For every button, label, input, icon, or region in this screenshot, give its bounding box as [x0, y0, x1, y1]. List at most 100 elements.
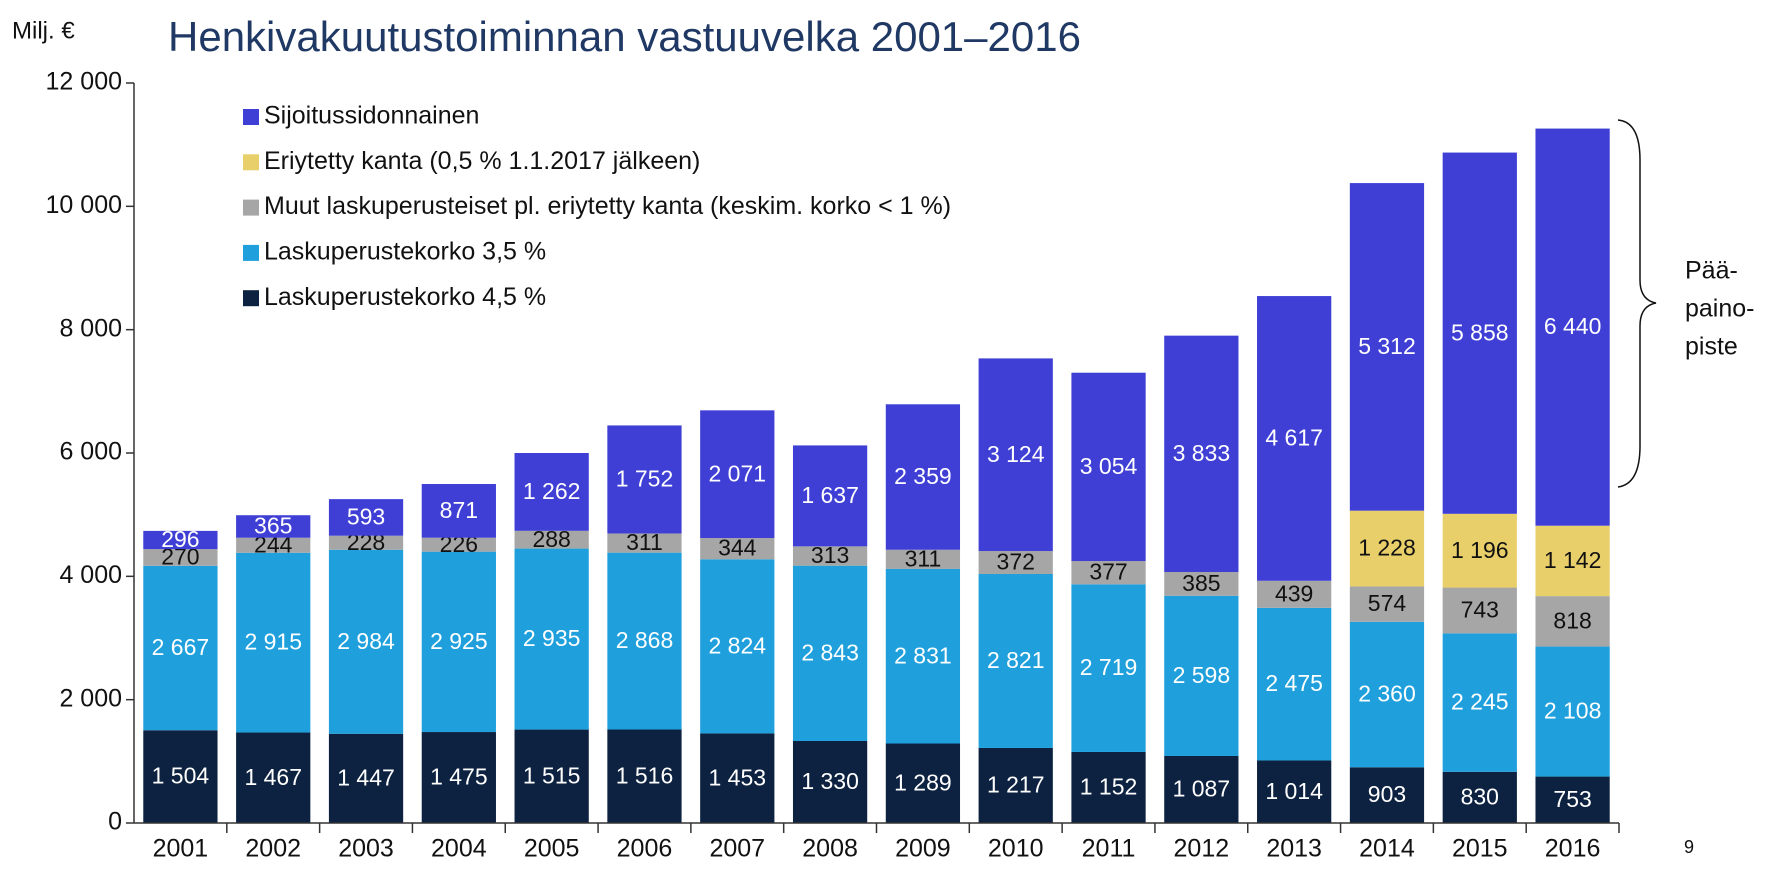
data-label: 1 152	[1080, 774, 1138, 800]
data-label: 574	[1368, 590, 1407, 616]
x-tick-label: 2009	[895, 835, 951, 863]
y-tick-label: 6 000	[59, 438, 122, 466]
data-label: 2 915	[244, 629, 302, 655]
data-label: 2 598	[1173, 662, 1231, 688]
bar-segment	[1535, 596, 1610, 647]
data-label: 377	[1089, 559, 1127, 585]
bar-segment	[328, 549, 404, 734]
data-label: 903	[1368, 781, 1406, 807]
x-tick-label: 2012	[1174, 835, 1230, 863]
bar-segment	[1535, 776, 1610, 823]
data-label: 296	[161, 526, 199, 552]
legend-swatch	[243, 244, 259, 261]
y-tick-label: 4 000	[59, 561, 122, 589]
data-label: 311	[626, 529, 663, 555]
data-label: 1 504	[152, 763, 210, 789]
bar-segment	[236, 732, 311, 823]
data-label: 2 071	[709, 460, 767, 486]
data-label: 3 833	[1173, 440, 1231, 466]
x-tick-label: 2015	[1452, 835, 1508, 863]
bar-segment	[143, 530, 218, 550]
data-label: 593	[347, 503, 385, 529]
bar-segment	[1349, 767, 1425, 823]
data-label: 871	[440, 497, 478, 523]
data-label: 1 142	[1544, 547, 1602, 573]
data-label: 1 014	[1265, 778, 1323, 804]
bar-segment	[421, 537, 496, 552]
data-label: 1 217	[987, 772, 1045, 798]
bar-segment	[700, 538, 775, 560]
bar-segment	[885, 743, 961, 823]
y-tick-label: 12 000	[46, 68, 122, 96]
bar-segment	[1535, 128, 1610, 526]
bar-segment	[1257, 760, 1332, 823]
bar-segment	[514, 530, 589, 549]
data-label: 2 821	[987, 647, 1045, 673]
bar-segment	[607, 533, 682, 553]
bar-segment	[792, 546, 868, 566]
bar-segment	[236, 552, 311, 733]
data-label: 2 868	[616, 627, 674, 653]
bar-segment	[1071, 751, 1146, 823]
bar-segment	[421, 484, 496, 538]
x-tick-label: 2008	[802, 835, 858, 863]
legend-swatch	[243, 290, 259, 307]
bar-segment	[885, 549, 961, 569]
chart-title: Henkivakuutustoiminnan vastuuvelka 2001–…	[168, 13, 1081, 60]
bar-segment	[885, 404, 961, 550]
data-label: 5 312	[1358, 333, 1416, 359]
bar-segment	[978, 573, 1053, 748]
y-tick-label: 10 000	[46, 191, 122, 219]
y-axis-label: Milj. €	[12, 17, 75, 44]
bar-segment	[978, 551, 1053, 574]
annotation: piste	[1685, 333, 1738, 361]
data-label: 2 359	[894, 463, 952, 489]
bar-segment	[143, 730, 218, 823]
bar-segment	[1257, 607, 1332, 761]
page-number: 9	[1684, 837, 1694, 857]
x-tick-label: 2002	[245, 835, 301, 863]
bar-segment	[1071, 584, 1146, 752]
data-label: 1 453	[709, 764, 767, 790]
brace	[1617, 119, 1657, 488]
data-label: 830	[1461, 783, 1499, 809]
data-label: 2 667	[152, 634, 210, 660]
data-label: 1 752	[616, 466, 674, 492]
bar-segment	[421, 551, 496, 733]
data-label: 743	[1461, 597, 1499, 623]
bar-segment	[1535, 646, 1610, 777]
bar-segment	[328, 499, 404, 536]
bar-segment	[1442, 587, 1517, 634]
data-label: 753	[1553, 786, 1591, 812]
annotation: paino-	[1685, 295, 1755, 323]
data-label: 2 360	[1358, 681, 1416, 707]
data-label: 818	[1553, 607, 1591, 633]
data-label: 1 475	[430, 764, 488, 790]
legend-label: Muut laskuperusteiset pl. eriytetty kant…	[264, 192, 951, 220]
bar-segment	[700, 410, 775, 539]
data-label: 1 228	[1358, 535, 1416, 561]
data-label: 3 054	[1080, 453, 1138, 479]
bar-segment	[514, 453, 589, 531]
data-label: 1 467	[244, 764, 302, 790]
data-label: 2 925	[430, 628, 488, 654]
bar-segment	[700, 733, 775, 823]
data-label: 1 196	[1451, 537, 1509, 563]
bar-segment	[607, 729, 682, 823]
x-tick-label: 2011	[1082, 835, 1136, 863]
annotation: Pää-	[1685, 257, 1738, 285]
legend-label: Laskuperustekorko 3,5 %	[264, 238, 546, 266]
data-label: 385	[1182, 570, 1220, 596]
data-label: 2 108	[1544, 698, 1602, 724]
data-label: 1 447	[337, 764, 395, 790]
bar-segment	[1442, 633, 1517, 772]
bar-segment	[421, 732, 496, 823]
bar-segment	[514, 729, 589, 823]
data-label: 2 831	[894, 642, 952, 668]
bar-segment	[978, 747, 1053, 823]
y-tick-label: 8 000	[59, 314, 122, 342]
data-label: 344	[718, 535, 757, 561]
bar-segment	[1164, 595, 1239, 756]
bar-segment	[700, 559, 775, 734]
x-tick-label: 2001	[153, 835, 209, 863]
